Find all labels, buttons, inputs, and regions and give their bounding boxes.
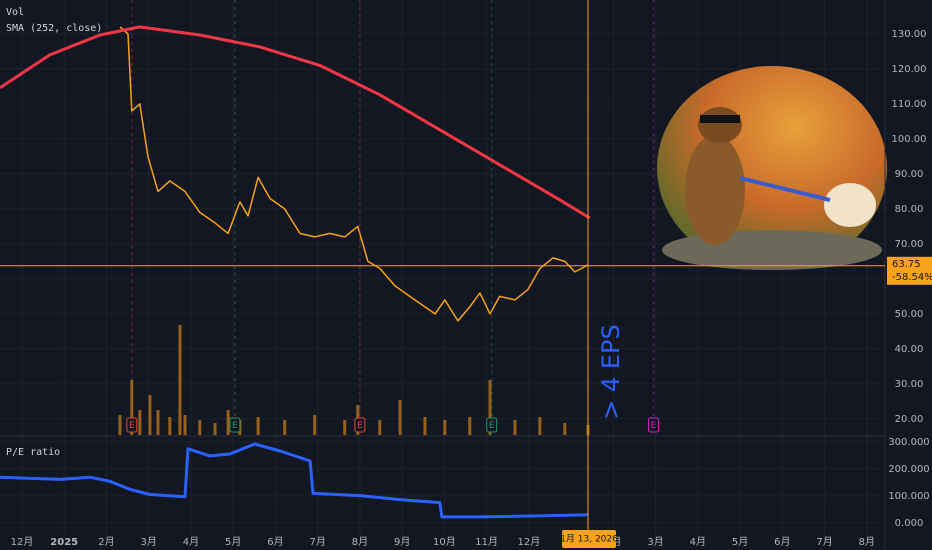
volume-bar bbox=[138, 410, 142, 435]
change-label: -58.54% bbox=[892, 272, 932, 283]
legend-vol: Vol bbox=[6, 7, 24, 18]
x-tick-label: 2025 bbox=[50, 537, 78, 548]
volume-bar bbox=[313, 415, 317, 435]
x-tick-label: 9月 bbox=[394, 536, 410, 548]
volume-bar bbox=[198, 420, 202, 435]
series-line bbox=[0, 442, 589, 519]
x-tick-label: 2月 bbox=[98, 536, 114, 548]
last-price: 63.75 bbox=[892, 259, 921, 270]
x-tick-label: 4月 bbox=[690, 536, 706, 548]
y-tick-label: 70.00 bbox=[895, 239, 924, 250]
y-tick-label: 100.00 bbox=[892, 134, 927, 145]
x-tick-label: 6月 bbox=[267, 536, 283, 548]
series-line bbox=[119, 26, 589, 322]
earnings-badge bbox=[486, 417, 498, 433]
legend-pe: P/E ratio bbox=[6, 447, 60, 458]
earnings-label: E bbox=[651, 421, 657, 431]
x-tick-label: 6月 bbox=[774, 536, 790, 548]
y-tick-label: 80.00 bbox=[895, 204, 924, 215]
x-tick-label: 3月 bbox=[647, 536, 663, 548]
y-tick-label: 110.00 bbox=[892, 99, 927, 110]
y-tick-label: 100.000 bbox=[888, 491, 929, 502]
volume-bar bbox=[488, 380, 492, 435]
volume-bar bbox=[343, 420, 347, 435]
volume-bar bbox=[468, 417, 472, 435]
x-tick-label: 8月 bbox=[352, 536, 368, 548]
earnings-badge bbox=[648, 417, 660, 433]
earnings-label: E bbox=[489, 421, 495, 431]
volume-bar bbox=[256, 417, 260, 435]
annotation: > 4 EPS bbox=[597, 324, 625, 420]
earnings-badge bbox=[126, 417, 138, 433]
x-tick-label: 7月 bbox=[816, 536, 832, 548]
volume-bar bbox=[178, 325, 182, 435]
x-tick-label: 12月 bbox=[11, 536, 34, 548]
x-tick-label: 10月 bbox=[433, 536, 456, 548]
series-line bbox=[0, 25, 591, 220]
y-tick-label: 200.000 bbox=[888, 464, 929, 475]
x-tick-label: 4月 bbox=[183, 536, 199, 548]
volume-bar bbox=[283, 420, 287, 435]
x-tick-label: 3月 bbox=[141, 536, 157, 548]
y-tick-label: 50.00 bbox=[895, 309, 924, 320]
earnings-label: E bbox=[357, 421, 363, 431]
x-tick-label: 11月 bbox=[475, 536, 498, 548]
x-tick-label: 5月 bbox=[225, 536, 241, 548]
volume-bar bbox=[226, 410, 230, 435]
y-tick-label: 0.000 bbox=[895, 518, 924, 529]
x-tick-label: 5月 bbox=[732, 536, 748, 548]
earnings-label: E bbox=[232, 421, 238, 431]
legend-sma: SMA (252, close) bbox=[6, 23, 102, 34]
volume-bar bbox=[148, 395, 152, 435]
volume-bar bbox=[538, 417, 542, 435]
y-tick-label: 300.000 bbox=[888, 437, 929, 448]
cursor-date-box bbox=[562, 530, 617, 548]
volume-bar bbox=[398, 400, 402, 435]
earnings-badge bbox=[229, 417, 241, 433]
illustration bbox=[657, 66, 887, 270]
volume-bar bbox=[513, 420, 517, 435]
volume-bar bbox=[213, 423, 217, 435]
volume-bar bbox=[183, 415, 187, 435]
volume-bar bbox=[156, 410, 160, 435]
y-tick-label: 20.00 bbox=[895, 414, 924, 425]
y-tick-label: 40.00 bbox=[895, 344, 924, 355]
cursor-date: 1月 13, 2026 bbox=[560, 534, 618, 545]
price-box bbox=[887, 256, 932, 285]
x-tick-label: 7月 bbox=[309, 536, 325, 548]
earnings-badge bbox=[354, 417, 366, 433]
volume-bar bbox=[378, 420, 382, 435]
volume-bar bbox=[168, 417, 172, 435]
volume-bar bbox=[118, 415, 122, 435]
x-tick-label: 12月 bbox=[518, 536, 541, 548]
y-tick-label: 90.00 bbox=[895, 169, 924, 180]
y-tick-label: 30.00 bbox=[895, 379, 924, 390]
y-tick-label: 130.00 bbox=[892, 29, 927, 40]
volume-bar bbox=[443, 420, 447, 435]
y-tick-label: 120.00 bbox=[892, 64, 927, 75]
volume-bar bbox=[563, 423, 567, 435]
volume-bar bbox=[423, 417, 427, 435]
earnings-label: E bbox=[129, 421, 135, 431]
x-tick-label: 8月 bbox=[859, 536, 875, 548]
